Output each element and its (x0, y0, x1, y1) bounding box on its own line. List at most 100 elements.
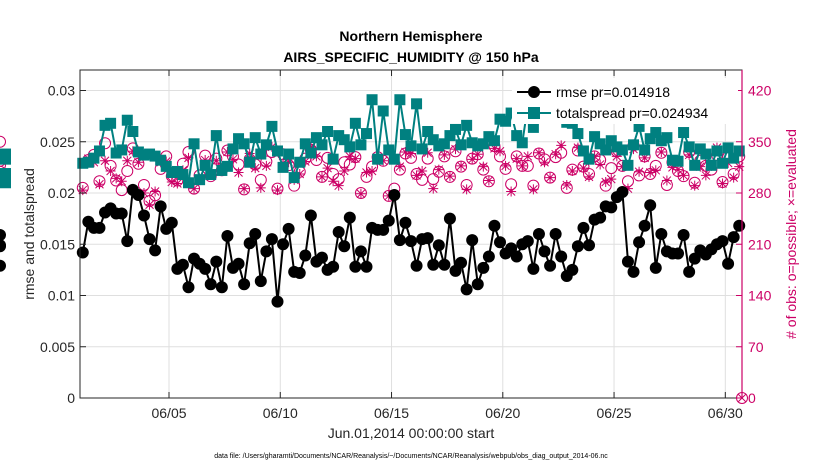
rmse-marker (271, 295, 284, 308)
totalspread-marker (666, 154, 678, 166)
totalspread-marker (149, 150, 161, 162)
y-left-tick-label: 0.02 (48, 185, 75, 201)
obs-evaluated-marker (361, 167, 372, 178)
obs-evaluated-marker (417, 166, 428, 177)
y-left-tick-label: 0.03 (48, 83, 75, 99)
rmse-marker (722, 257, 735, 270)
totalspread-marker (394, 94, 406, 106)
obs-evaluated-marker (422, 147, 433, 158)
rmse-marker (605, 201, 618, 214)
totalspread-marker (411, 98, 423, 110)
obs-evaluated-marker (300, 156, 311, 167)
obs-evaluated-marker (567, 166, 578, 177)
y-right-tick-label: 280 (748, 185, 772, 201)
rmse-marker (327, 260, 340, 273)
obs-evaluated-marker (322, 163, 333, 174)
rmse-marker (621, 255, 634, 268)
totalspread-marker (160, 160, 172, 172)
rmse-marker (672, 247, 685, 260)
totalspread-marker (466, 137, 478, 149)
totalspread-marker (722, 142, 734, 154)
obs-evaluated-marker (222, 147, 233, 157)
obs-possible-marker (544, 171, 557, 184)
rmse-marker (204, 278, 217, 291)
obs-evaluated-marker (584, 171, 595, 182)
obs-evaluated-marker (133, 157, 144, 168)
totalspread-marker (728, 152, 740, 164)
legend-spread-label: totalspread pr=0.024934 (556, 105, 708, 121)
x-tick-label: 06/10 (263, 405, 298, 421)
rmse-marker (649, 261, 662, 274)
totalspread-marker (717, 157, 729, 169)
obs-evaluated-marker (144, 199, 155, 210)
totalspread-marker (271, 145, 283, 157)
rmse-marker (633, 236, 646, 249)
y-right-tick-label: 210 (748, 236, 772, 252)
x-axis-label: Jun.01,2014 00:00:00 start (328, 425, 495, 441)
obs-evaluated-marker (561, 179, 572, 190)
rmse-marker (360, 260, 373, 273)
obs-evaluated-marker (595, 159, 606, 170)
totalspread-marker (711, 145, 723, 157)
obs-evaluated-marker (606, 174, 617, 185)
rmse-marker (393, 234, 406, 247)
rmse-marker (249, 228, 262, 240)
rmse-marker (232, 257, 245, 270)
legend-rmse-marker (528, 86, 540, 98)
obs-possible-marker (315, 170, 328, 183)
obs-possible-marker (188, 182, 201, 195)
obs-evaluated-marker (316, 171, 327, 182)
obs-evaluated-marker (545, 172, 556, 183)
obs-evaluated-marker (111, 173, 122, 184)
totalspread-marker (628, 139, 640, 151)
totalspread-marker (427, 134, 439, 146)
y-right-tick-label: 420 (748, 83, 772, 99)
totalspread-marker (683, 141, 695, 153)
obs-evaluated-marker (283, 157, 294, 168)
rmse-marker (260, 245, 273, 258)
rmse-marker (265, 233, 278, 246)
totalspread-marker (405, 140, 417, 152)
obs-evaluated-marker (673, 164, 684, 175)
rmse-marker (549, 228, 562, 240)
rmse-marker (332, 225, 345, 238)
obs-evaluated-marker (394, 161, 405, 172)
totalspread-marker (511, 130, 523, 142)
obs-evaluated-marker (250, 163, 261, 174)
totalspread-marker (344, 141, 356, 153)
x-tick-label: 06/15 (374, 405, 409, 421)
obs-evaluated-marker (439, 149, 450, 160)
totalspread-marker (249, 132, 261, 144)
rmse-marker (221, 230, 234, 243)
totalspread-marker (244, 156, 256, 168)
obs-evaluated-marker (650, 165, 661, 176)
totalspread-marker (0, 177, 11, 189)
rmse-marker (532, 228, 545, 240)
totalspread-marker (694, 143, 706, 155)
legend-rmse-label: rmse pr=0.014918 (556, 84, 670, 100)
totalspread-marker (238, 138, 250, 150)
rmse-marker (733, 219, 746, 232)
totalspread-marker (88, 152, 100, 164)
totalspread-marker (605, 135, 617, 147)
y-left-tick-label: 0.01 (48, 288, 75, 304)
totalspread-marker (650, 127, 662, 139)
y-left-tick-label: 0.025 (40, 134, 75, 150)
rmse-marker (243, 237, 256, 250)
totalspread-marker (488, 135, 500, 147)
totalspread-marker (678, 127, 690, 139)
totalspread-marker (461, 119, 473, 131)
obs-evaluated-marker (684, 149, 695, 160)
rmse-marker (199, 262, 212, 275)
obs-evaluated-marker (489, 143, 500, 154)
totalspread-marker (733, 145, 745, 157)
rmse-marker (293, 266, 306, 279)
axes-layer: 06/05 06/10 06/15 06/20 06/25 06/30 0 0.005 0.01… (40, 70, 772, 421)
obs-evaluated-marker (328, 176, 339, 187)
totalspread-marker (294, 156, 306, 168)
obs-evaluated-marker (700, 170, 711, 181)
obs-evaluated-marker (689, 180, 700, 191)
rmse-marker (427, 258, 440, 271)
obs-evaluated-marker (528, 184, 539, 195)
totalspread-marker (233, 133, 245, 145)
